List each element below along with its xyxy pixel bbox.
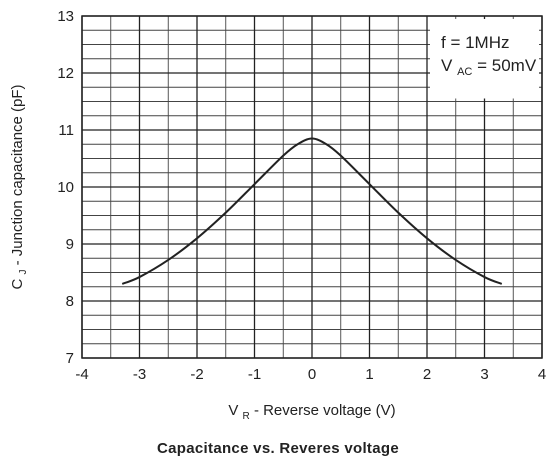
x-axis-label-rest: - Reverse voltage (V) xyxy=(254,402,396,419)
x-tick-label: -4 xyxy=(75,366,88,383)
annotation-background xyxy=(430,19,539,99)
y-tick-label: 12 xyxy=(57,65,74,82)
series-lines xyxy=(121,137,503,285)
y-axis-label-main: C xyxy=(9,279,26,290)
y-tick-label: 11 xyxy=(58,122,74,139)
x-tick-labels: -4 -3 -2 -1 0 1 2 3 4 xyxy=(75,366,546,383)
annotation-vac-rest: = 50mV xyxy=(477,56,537,75)
annotation-frequency: f = 1MHz xyxy=(441,33,510,52)
x-tick-label: 2 xyxy=(423,366,431,383)
y-tick-label: 8 xyxy=(66,293,74,310)
annotation-vac-sub: AC xyxy=(457,66,472,78)
annotation-vac-main: V xyxy=(441,56,453,75)
x-axis-label-main: V xyxy=(228,402,238,419)
annotation-box: f = 1MHz V AC = 50mV xyxy=(430,19,539,99)
plot-frame xyxy=(81,15,543,359)
series-line xyxy=(121,137,503,285)
y-axis-label-rest: - Junction capacitance (pF) xyxy=(9,84,26,265)
y-tick-labels: 7 8 9 10 11 12 13 xyxy=(57,8,74,367)
y-tick-label: 13 xyxy=(57,8,74,25)
x-tick-label: -1 xyxy=(248,366,261,383)
chart-title: Capacitance vs. Reveres voltage xyxy=(157,440,399,457)
x-tick-label: -2 xyxy=(190,366,203,383)
x-tick-label: 4 xyxy=(538,366,546,383)
annotation-vac: V AC = 50mV xyxy=(441,56,537,79)
y-axis-label-sub: J xyxy=(18,270,29,275)
y-axis-label: C J - Junction capacitance (pF) xyxy=(9,84,30,289)
x-axis-label-sub: R xyxy=(243,411,250,422)
x-axis-label: V R - Reverse voltage (V) xyxy=(228,402,395,423)
y-tick-label: 9 xyxy=(66,236,74,253)
x-tick-label: -3 xyxy=(133,366,146,383)
x-tick-label: 3 xyxy=(480,366,488,383)
y-tick-label: 10 xyxy=(57,179,74,196)
y-tick-label: 7 xyxy=(66,350,74,367)
x-tick-label: 1 xyxy=(365,366,373,383)
x-tick-label: 0 xyxy=(308,366,316,383)
